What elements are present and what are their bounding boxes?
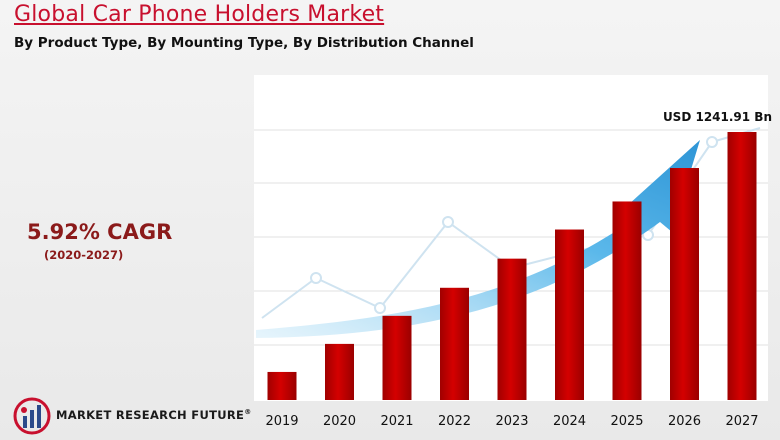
page-subtitle: By Product Type, By Mounting Type, By Di… xyxy=(14,35,474,51)
bar-2021 xyxy=(382,315,412,400)
cagr-value: 5.92% CAGR xyxy=(27,220,173,244)
annotations: USD 1241.91 Bn xyxy=(663,110,772,124)
decorative-point xyxy=(374,302,386,314)
x-tick-label: 2024 xyxy=(553,414,586,429)
x-tick-label: 2026 xyxy=(668,414,701,429)
page-title: Global Car Phone Holders Market xyxy=(14,2,385,27)
bar-2026 xyxy=(670,168,699,400)
x-axis-ticks: 2019 2020 2021 2022 2023 2024 2025 2026 2027 xyxy=(265,414,758,429)
bar-2022 xyxy=(440,287,469,400)
decorative-point xyxy=(442,216,454,228)
bars xyxy=(267,132,757,400)
growth-arrow xyxy=(256,140,700,338)
brand-name: MARKET RESEARCH FUTURE® xyxy=(56,408,252,422)
bar-2027 xyxy=(727,132,757,400)
x-tick-label: 2023 xyxy=(495,414,528,429)
decorative-point xyxy=(706,136,718,148)
x-tick-label: 2019 xyxy=(265,414,298,429)
x-tick-label: 2020 xyxy=(323,414,356,429)
x-tick-label: 2022 xyxy=(438,414,471,429)
x-tick-label: 2025 xyxy=(610,414,643,429)
brand-logo-icon xyxy=(13,397,51,435)
bar-2023 xyxy=(497,258,527,400)
footer-brand: MARKET RESEARCH FUTURE® xyxy=(12,396,262,436)
value-annotation: USD 1241.91 Bn xyxy=(663,110,772,124)
x-tick-label: 2027 xyxy=(725,414,758,429)
decorative-point xyxy=(310,272,322,284)
cagr-period: (2020-2027) xyxy=(44,248,124,262)
bar-2020 xyxy=(325,343,354,400)
bar-2024 xyxy=(555,229,584,400)
x-tick-label: 2021 xyxy=(380,414,413,429)
bar-2025 xyxy=(612,201,642,400)
bar-2019 xyxy=(267,371,297,400)
